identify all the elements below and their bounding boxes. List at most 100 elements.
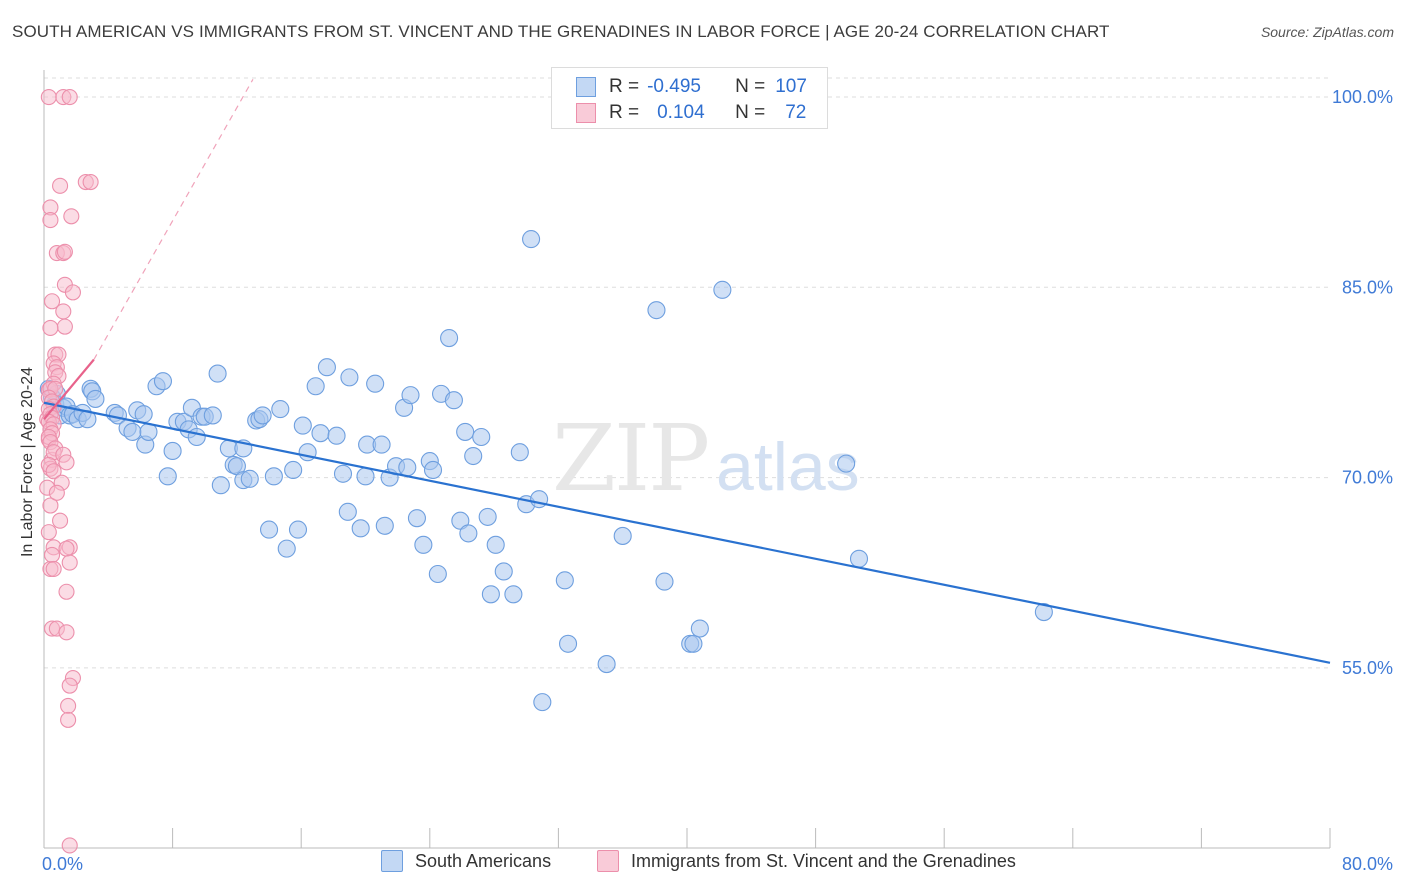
data-point: [486, 535, 505, 554]
data-point: [440, 328, 459, 348]
data-point: [52, 512, 69, 529]
legend-item-st-vincent: Immigrants from St. Vincent and the Gren…: [597, 850, 1016, 872]
legend-label: Immigrants from St. Vincent and the Gren…: [631, 850, 1016, 871]
data-point: [52, 177, 69, 194]
legend-swatch-blue: [576, 77, 596, 97]
data-point: [647, 301, 666, 320]
series-legend: South Americans Immigrants from St. Vinc…: [0, 850, 1406, 878]
data-point: [42, 497, 59, 514]
data-point: [713, 280, 732, 299]
data-point: [849, 549, 869, 568]
legend-swatch-pink: [576, 103, 596, 123]
legend-row-st-vincent: R = 0.104 N = 72: [576, 100, 806, 126]
data-point: [187, 427, 206, 447]
data-point: [60, 711, 77, 728]
data-point: [356, 467, 375, 486]
data-point: [464, 446, 483, 466]
data-point: [55, 303, 72, 320]
trend-line-south-americans: [43, 401, 1331, 664]
x-tick-label: 80.0%: [1342, 854, 1393, 874]
legend-r-label: R =: [609, 102, 640, 123]
data-point: [211, 476, 230, 495]
data-point: [61, 837, 78, 854]
data-point: [306, 377, 325, 396]
source-credit: Source: ZipAtlas.com: [1260, 24, 1394, 40]
data-point: [327, 426, 346, 445]
data-point: [451, 511, 470, 530]
data-point: [522, 230, 541, 249]
legend-label: South Americans: [415, 850, 552, 871]
data-point: [153, 372, 173, 391]
data-point: [401, 386, 420, 405]
data-point: [203, 406, 222, 425]
data-point: [472, 427, 491, 447]
data-point: [655, 572, 674, 591]
grid-lines: [44, 77, 1330, 669]
series-south-americans: [39, 230, 1053, 712]
data-point: [340, 368, 359, 387]
legend-item-south-americans: South Americans: [381, 850, 551, 872]
legend-swatch-pink: [597, 850, 619, 872]
x-tick-label: 0.0%: [42, 854, 83, 874]
data-point: [459, 524, 478, 543]
data-point: [414, 535, 433, 554]
data-point: [240, 469, 259, 488]
data-point: [134, 405, 153, 424]
data-point: [351, 519, 370, 538]
data-point: [375, 516, 394, 535]
data-point: [45, 463, 62, 480]
data-point: [48, 484, 65, 501]
data-point: [158, 467, 177, 486]
data-point: [510, 443, 529, 462]
data-point: [366, 374, 385, 393]
data-point: [58, 583, 75, 600]
data-point: [259, 520, 279, 539]
data-point: [423, 460, 443, 480]
data-point: [597, 655, 616, 674]
y-tick-label: 100.0%: [1332, 87, 1393, 107]
data-point: [208, 364, 227, 383]
data-point: [613, 526, 632, 545]
data-point: [45, 560, 62, 577]
legend-n-value: 107: [775, 76, 807, 97]
chart-title: SOUTH AMERICAN VS IMMIGRANTS FROM ST. VI…: [12, 22, 1110, 41]
data-point: [61, 554, 78, 571]
data-point: [533, 693, 552, 712]
data-point: [56, 318, 73, 335]
data-point: [58, 454, 75, 471]
data-point: [82, 173, 99, 191]
data-point: [64, 284, 81, 301]
data-point: [123, 422, 142, 441]
legend-row-south-americans: R = -0.495 N = 107: [576, 74, 807, 100]
data-point: [40, 524, 57, 541]
series-st-vincent-immigrants: [39, 88, 1331, 854]
data-point: [684, 634, 703, 653]
data-point: [690, 619, 709, 638]
data-point: [456, 422, 475, 441]
data-point: [338, 502, 357, 521]
data-point: [288, 520, 308, 539]
data-point: [293, 416, 312, 435]
tick-labels: 55.0% 70.0% 85.0% 100.0% 0.0% 80.0%: [42, 87, 1393, 874]
data-point: [837, 454, 856, 473]
y-tick-label: 85.0%: [1342, 277, 1393, 297]
data-point: [43, 546, 61, 564]
data-point: [558, 634, 578, 653]
y-tick-label: 70.0%: [1342, 468, 1393, 488]
data-point: [163, 441, 182, 460]
data-point: [481, 585, 500, 604]
data-point: [284, 460, 303, 480]
data-point: [398, 458, 417, 477]
legend-r-value: -0.495: [647, 76, 701, 97]
trend-line-st-vincent: [43, 358, 95, 420]
legend-n-label: N =: [735, 102, 766, 123]
data-point: [42, 319, 59, 336]
trend-lines: [93, 78, 254, 360]
data-point: [61, 677, 78, 694]
data-point: [58, 624, 75, 641]
data-point: [63, 208, 80, 225]
legend-swatch-blue: [381, 850, 403, 872]
data-point: [58, 540, 75, 557]
correlation-legend: R = -0.495 N = 107 R = 0.104 N = 72: [551, 67, 828, 129]
